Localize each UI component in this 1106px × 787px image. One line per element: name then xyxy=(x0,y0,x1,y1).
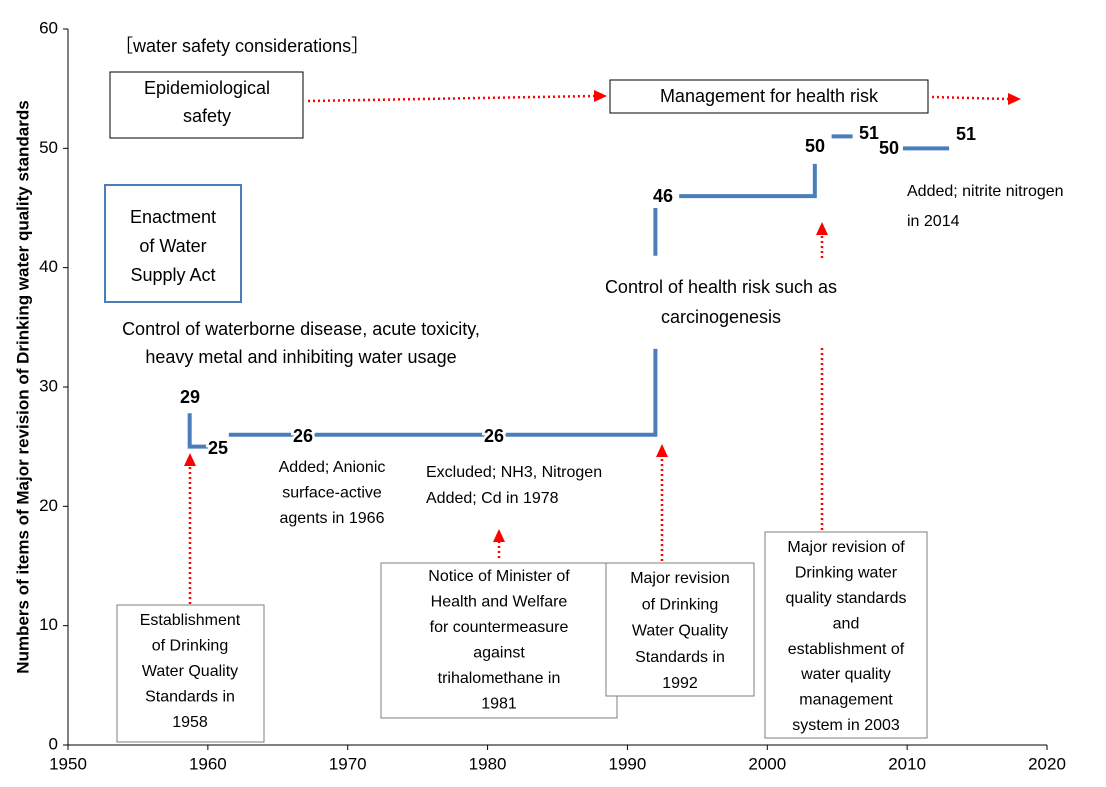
annotation: management xyxy=(799,692,893,709)
annotation: Major revision of xyxy=(787,539,905,556)
annotation: Drinking water xyxy=(795,565,898,582)
annotation: Water Quality xyxy=(632,623,728,640)
step-label: 50 xyxy=(879,138,899,158)
annotation: Added; nitrite nitrogen xyxy=(907,183,1064,200)
arrows xyxy=(184,90,1021,604)
step-label: 51 xyxy=(859,123,879,143)
y-tick-label: 40 xyxy=(39,257,58,276)
box xyxy=(380,562,618,719)
step-label: 26 xyxy=(293,426,313,446)
arrow xyxy=(931,95,1009,101)
annotation: Enactment xyxy=(130,207,216,227)
annotation: and xyxy=(833,615,860,632)
arrow-head xyxy=(816,222,828,235)
box xyxy=(109,71,304,139)
annotation: of Drinking xyxy=(642,596,718,613)
step-label: 51 xyxy=(956,124,976,144)
box xyxy=(116,604,265,743)
annotation: of Drinking xyxy=(152,638,228,655)
boxes xyxy=(104,71,929,743)
box xyxy=(609,79,929,114)
annotation: Epidemiological xyxy=(144,78,270,98)
y-tick-label: 0 xyxy=(49,734,58,753)
y-tick-label: 60 xyxy=(39,18,58,37)
arrow xyxy=(307,94,596,103)
arrow-head xyxy=(1008,93,1021,105)
annotation: water quality xyxy=(800,666,891,683)
step-label: 29 xyxy=(180,387,200,407)
x-tick-label: 2000 xyxy=(748,754,786,773)
annotation: in 2014 xyxy=(907,213,960,230)
annotation: Establishment xyxy=(140,612,241,629)
data-line xyxy=(187,134,950,449)
annotation: Management for health risk xyxy=(660,86,879,106)
annotation: heavy metal and inhibiting water usage xyxy=(145,347,456,367)
box xyxy=(104,184,242,303)
y-tick-label: 20 xyxy=(39,496,58,515)
annotation: establishment of xyxy=(788,641,905,658)
annotation: quality standards xyxy=(786,590,907,607)
annotation: Water Quality xyxy=(142,663,238,680)
annotation: agents in 1966 xyxy=(280,510,385,527)
x-tick-label: 1960 xyxy=(189,754,227,773)
arrow-head xyxy=(656,444,668,457)
x-tick-label: 2020 xyxy=(1028,754,1066,773)
annotation: Excluded; NH3, Nitrogen xyxy=(426,464,602,481)
annotation: surface-active xyxy=(282,485,382,502)
annotation: 1992 xyxy=(662,675,698,692)
annotation: ［water safety considerations］ xyxy=(115,36,369,56)
annotation: Standards in xyxy=(635,649,725,666)
arrow-head xyxy=(493,529,505,542)
step-label: 50 xyxy=(805,136,825,156)
arrow-head xyxy=(184,453,196,466)
y-axis-label: Numbers of items of Major revision of Dr… xyxy=(13,100,32,673)
plot: 0 10 20 30 40 50 60 1950 1960 1970 1980 1990 2000 201… xyxy=(13,18,1065,773)
step-label: 26 xyxy=(484,426,504,446)
annotation: of Water xyxy=(139,236,206,256)
annotation: Standards in xyxy=(145,688,235,705)
box xyxy=(605,562,755,697)
annotation: for countermeasure xyxy=(430,619,569,636)
annotation: Added; Cd in 1978 xyxy=(426,490,559,507)
annotation: system in 2003 xyxy=(792,717,900,734)
annotation: Added; Anionic xyxy=(279,459,386,476)
annotation: Control of health risk such as xyxy=(605,277,837,297)
annotation: Major revision xyxy=(630,570,730,587)
y-tick-label: 10 xyxy=(39,615,58,634)
x-tick-label: 2010 xyxy=(888,754,926,773)
annotation: safety xyxy=(183,106,231,126)
y-tick-label: 30 xyxy=(39,376,58,395)
y-tick-label: 50 xyxy=(39,138,58,157)
annotation: against xyxy=(473,645,525,662)
step-label: 46 xyxy=(653,186,673,206)
annotation: trihalomethane in xyxy=(438,670,561,687)
annotation: Control of waterborne disease, acute tox… xyxy=(122,319,480,339)
x-tick-label: 1950 xyxy=(49,754,87,773)
annotation: Health and Welfare xyxy=(431,594,568,611)
annotation: Supply Act xyxy=(130,265,215,285)
box xyxy=(764,531,928,739)
step-label: 25 xyxy=(208,438,228,458)
annotation: 1981 xyxy=(481,696,517,713)
annotation: Notice of Minister of xyxy=(428,568,570,585)
annotation: 1958 xyxy=(172,714,208,731)
arrow-head xyxy=(594,90,607,102)
annotation: carcinogenesis xyxy=(661,307,781,327)
x-tick-label: 1990 xyxy=(609,754,647,773)
x-tick-label: 1980 xyxy=(469,754,507,773)
x-tick-label: 1970 xyxy=(329,754,367,773)
